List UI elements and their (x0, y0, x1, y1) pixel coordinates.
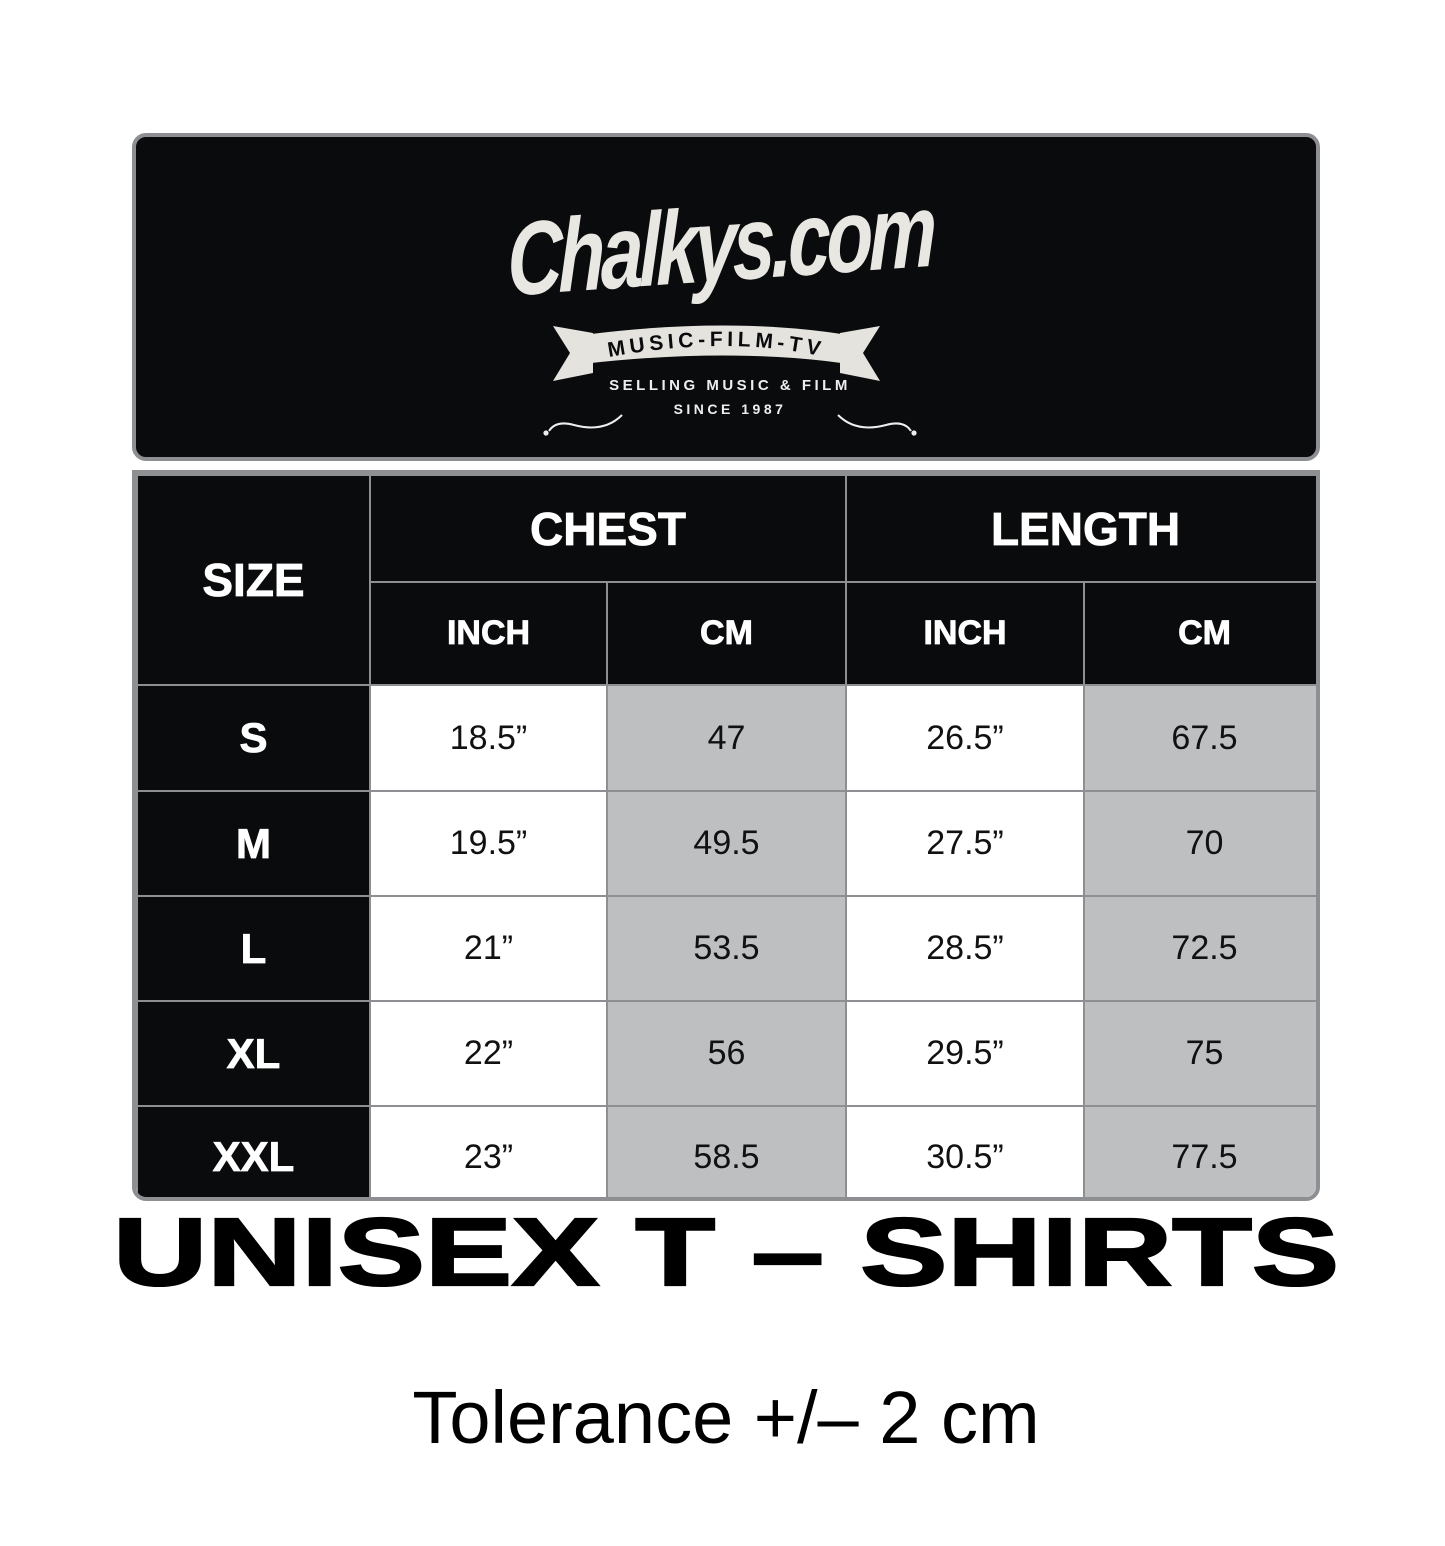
svg-text:SELLING MUSIC & FILM: SELLING MUSIC & FILM (609, 377, 851, 394)
svg-text:SINCE 1987: SINCE 1987 (674, 401, 787, 417)
